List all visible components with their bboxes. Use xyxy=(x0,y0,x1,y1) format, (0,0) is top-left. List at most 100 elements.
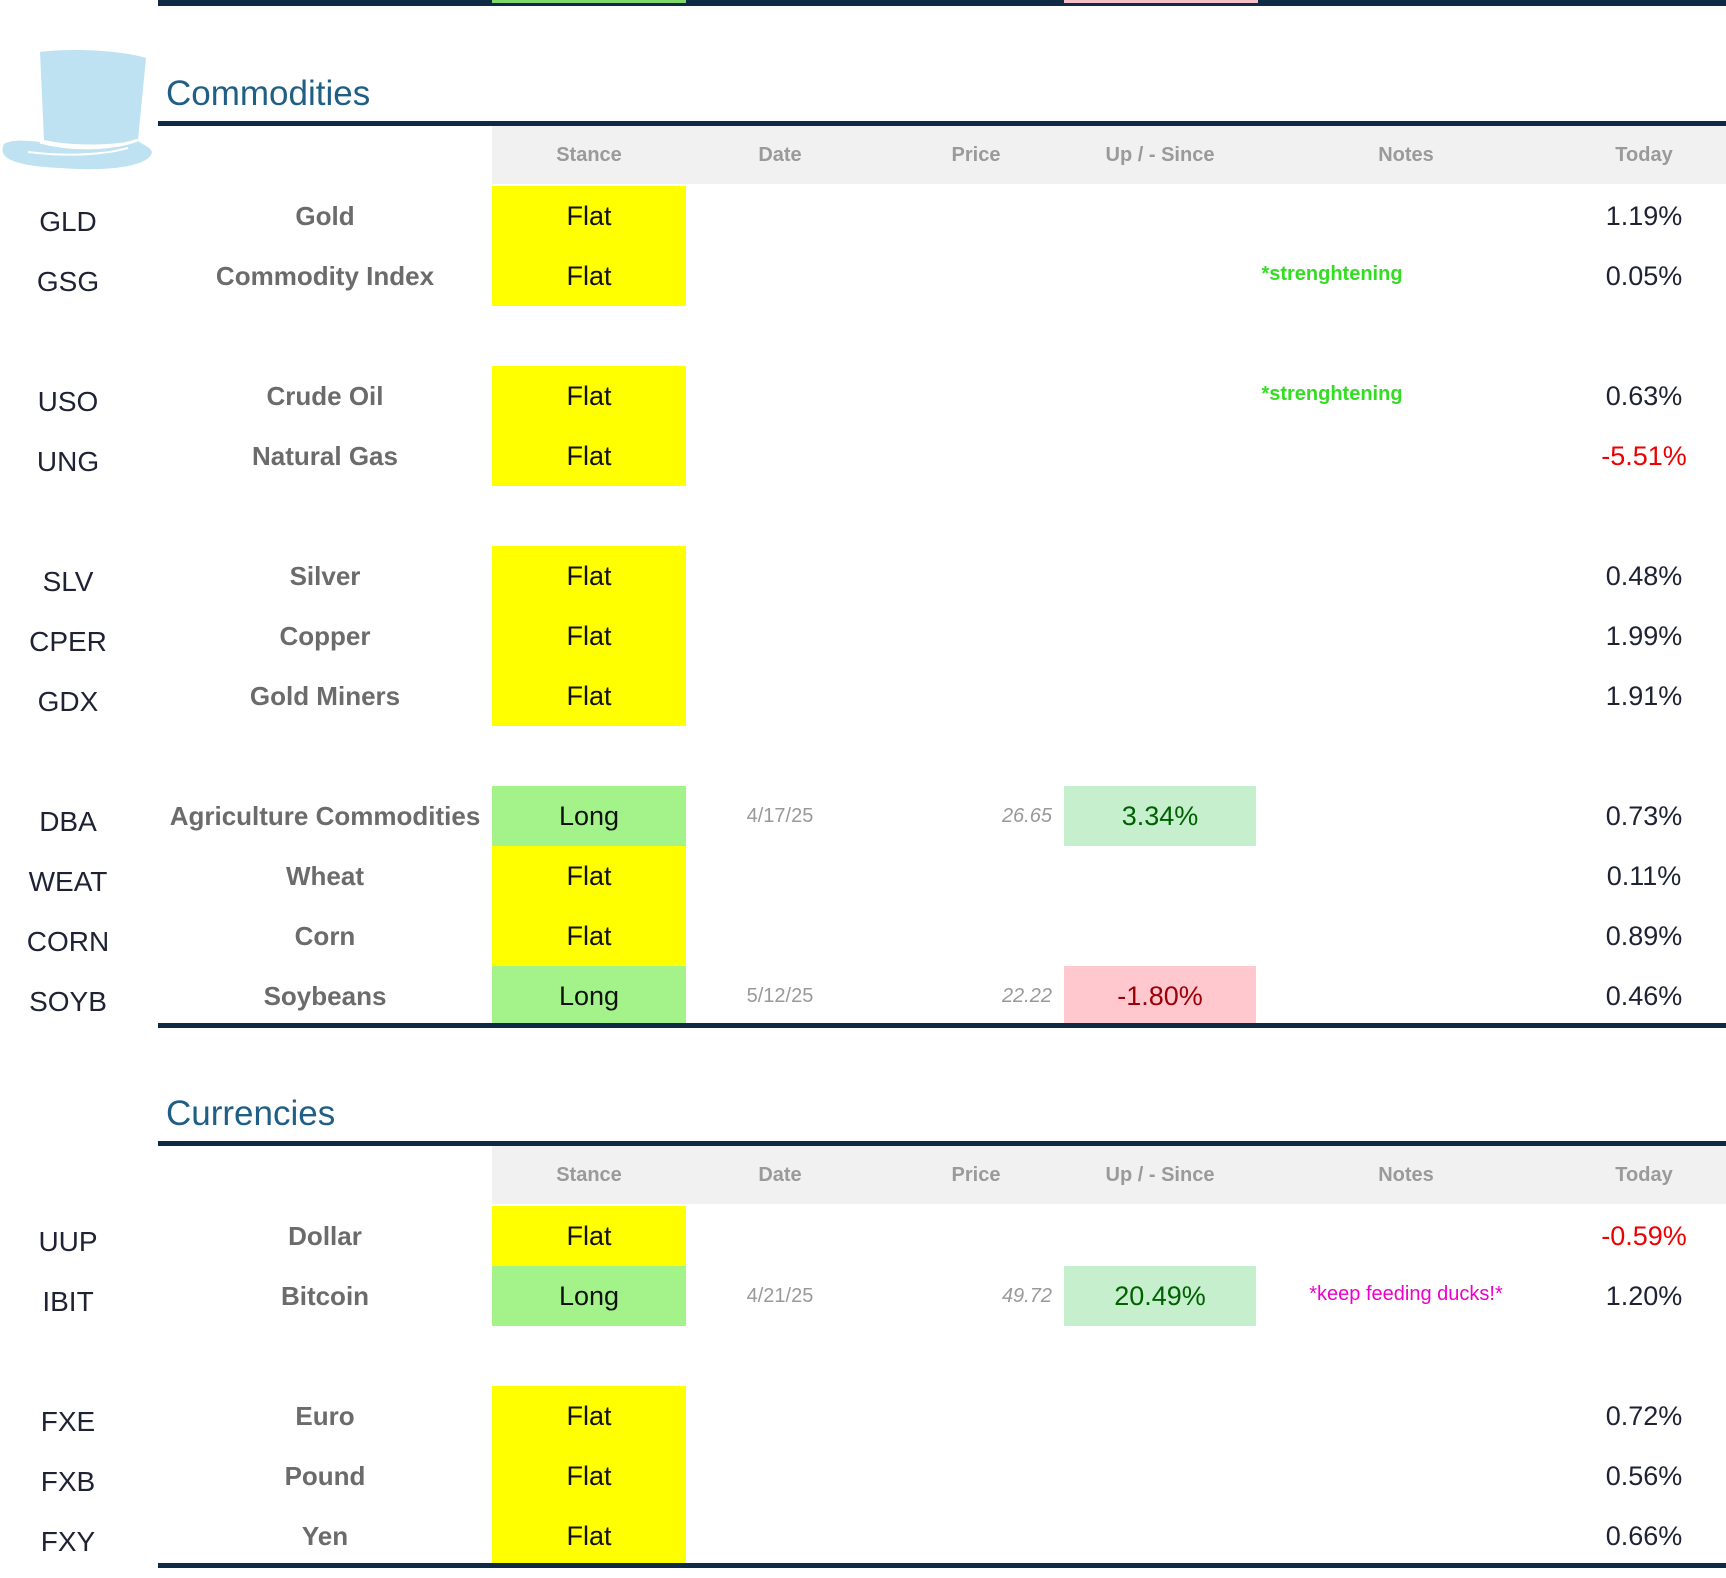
ticker: WEAT xyxy=(28,866,108,897)
note: *strenghtening xyxy=(1261,263,1403,285)
ticker: FXY xyxy=(40,1526,96,1557)
ticker: SOYB xyxy=(29,986,107,1017)
stance-cell: Flat xyxy=(492,1506,686,1566)
section-bottom-rule xyxy=(158,1023,1726,1028)
ticker: DBA xyxy=(39,806,97,837)
section-rule xyxy=(158,1141,1726,1146)
ticker: UNG xyxy=(36,446,100,477)
today-change: -0.59% xyxy=(1601,1221,1687,1251)
today-change: 0.66% xyxy=(1605,1521,1683,1551)
ticker: GSG xyxy=(36,266,100,297)
today-change: 1.99% xyxy=(1605,621,1683,651)
table-row: GDX Gold Miners Flat 1.91% xyxy=(0,666,1726,726)
header-date: Date xyxy=(758,144,802,166)
entry-price: 49.72 xyxy=(1001,1285,1052,1307)
entry-price: 22.22 xyxy=(1001,985,1052,1007)
header-stance: Stance xyxy=(556,1164,622,1186)
entry-date: 5/12/25 xyxy=(746,985,814,1007)
today-change: 1.20% xyxy=(1605,1281,1683,1311)
table-row: IBIT Bitcoin Long 4/21/25 49.72 20.49% *… xyxy=(0,1266,1726,1326)
stance-cell: Flat xyxy=(492,1206,686,1266)
table-row: CPER Copper Flat 1.99% xyxy=(0,606,1726,666)
today-change: 0.56% xyxy=(1605,1461,1683,1491)
header-today: Today xyxy=(1615,1164,1673,1186)
since-change: 3.34% xyxy=(1064,786,1256,846)
ticker: IBIT xyxy=(42,1286,94,1317)
entry-price: 26.65 xyxy=(1001,805,1052,827)
asset-name: Silver xyxy=(289,561,361,591)
asset-name: Dollar xyxy=(288,1221,362,1251)
stance-cell: Flat xyxy=(492,606,686,666)
stance-cell: Flat xyxy=(492,426,686,486)
today-change: 0.72% xyxy=(1605,1401,1683,1431)
ticker: CORN xyxy=(26,926,110,957)
table-row: FXB Pound Flat 0.56% xyxy=(0,1446,1726,1506)
currencies-title: Currencies xyxy=(166,1094,336,1133)
ticker: CPER xyxy=(29,626,107,657)
asset-name: Euro xyxy=(295,1401,355,1431)
stance-cell: Flat xyxy=(492,366,686,426)
ticker: GDX xyxy=(37,686,99,717)
asset-name: Gold Miners xyxy=(249,681,401,711)
table-row: CORN Corn Flat 0.89% xyxy=(0,906,1726,966)
today-change: 0.11% xyxy=(1606,861,1682,891)
today-change: 0.48% xyxy=(1605,561,1683,591)
asset-name: Gold xyxy=(295,201,355,231)
entry-date: 4/17/25 xyxy=(746,805,814,827)
today-change: -5.51% xyxy=(1601,441,1687,471)
today-change: 0.89% xyxy=(1605,921,1683,951)
ticker: FXB xyxy=(40,1466,96,1497)
note: *keep feeding ducks!* xyxy=(1309,1283,1503,1305)
top-hat-icon xyxy=(2,50,152,170)
asset-name: Bitcoin xyxy=(280,1281,370,1311)
asset-name: Pound xyxy=(284,1461,366,1491)
stance-cell: Flat xyxy=(492,846,686,906)
table-row: DBA Agriculture Commodities Long 4/17/25… xyxy=(0,786,1726,846)
header-since: Up / - Since xyxy=(1105,1164,1215,1186)
asset-name: Crude Oil xyxy=(266,381,384,411)
header-notes: Notes xyxy=(1378,1164,1434,1186)
table-row: FXE Euro Flat 0.72% xyxy=(0,1386,1726,1446)
header-stance: Stance xyxy=(556,144,622,166)
header-since: Up / - Since xyxy=(1105,144,1215,166)
asset-name: Commodity Index xyxy=(215,261,435,291)
since-change: -1.80% xyxy=(1064,966,1256,1026)
today-change: 0.73% xyxy=(1605,801,1683,831)
table-row: USO Crude Oil Flat *strenghtening 0.63% xyxy=(0,366,1726,426)
column-header: Stance Date Price Up / - Since Notes Tod… xyxy=(492,1146,1726,1204)
ticker: FXE xyxy=(40,1406,96,1437)
today-change: 0.63% xyxy=(1605,381,1683,411)
table-row: UNG Natural Gas Flat -5.51% xyxy=(0,426,1726,486)
note: *strenghtening xyxy=(1261,383,1403,405)
top-border xyxy=(158,0,1726,6)
ticker: GLD xyxy=(39,206,97,237)
table-row: WEAT Wheat Flat 0.11% xyxy=(0,846,1726,906)
header-today: Today xyxy=(1615,144,1673,166)
asset-name: Soybeans xyxy=(263,981,387,1011)
header-price: Price xyxy=(951,144,1001,166)
today-change: 1.91% xyxy=(1605,681,1683,711)
table-row: UUP Dollar Flat -0.59% xyxy=(0,1206,1726,1266)
ticker: UUP xyxy=(38,1226,98,1257)
commodities-title: Commodities xyxy=(166,74,371,113)
asset-name: Copper xyxy=(279,621,371,651)
today-change: 0.46% xyxy=(1605,981,1683,1011)
table-row: GSG Commodity Index Flat *strenghtening … xyxy=(0,246,1726,306)
table-row: SOYB Soybeans Long 5/12/25 22.22 -1.80% … xyxy=(0,966,1726,1026)
stance-cell: Long xyxy=(492,786,686,846)
entry-date: 4/21/25 xyxy=(746,1285,814,1307)
today-change: 0.05% xyxy=(1605,261,1683,291)
stance-cell: Flat xyxy=(492,186,686,246)
stance-cell: Flat xyxy=(492,906,686,966)
asset-name: Yen xyxy=(301,1521,349,1551)
asset-name: Natural Gas xyxy=(252,441,398,471)
table-row: FXY Yen Flat 0.66% xyxy=(0,1506,1726,1566)
ticker: SLV xyxy=(42,566,94,597)
stance-cell: Flat xyxy=(492,1386,686,1446)
table-row: GLD Gold Flat 1.19% xyxy=(0,186,1726,246)
header-price: Price xyxy=(951,1164,1001,1186)
asset-name: Corn xyxy=(294,921,356,951)
asset-name: Agriculture Commodities xyxy=(169,801,481,831)
header-date: Date xyxy=(758,1164,802,1186)
stance-cell: Flat xyxy=(492,666,686,726)
